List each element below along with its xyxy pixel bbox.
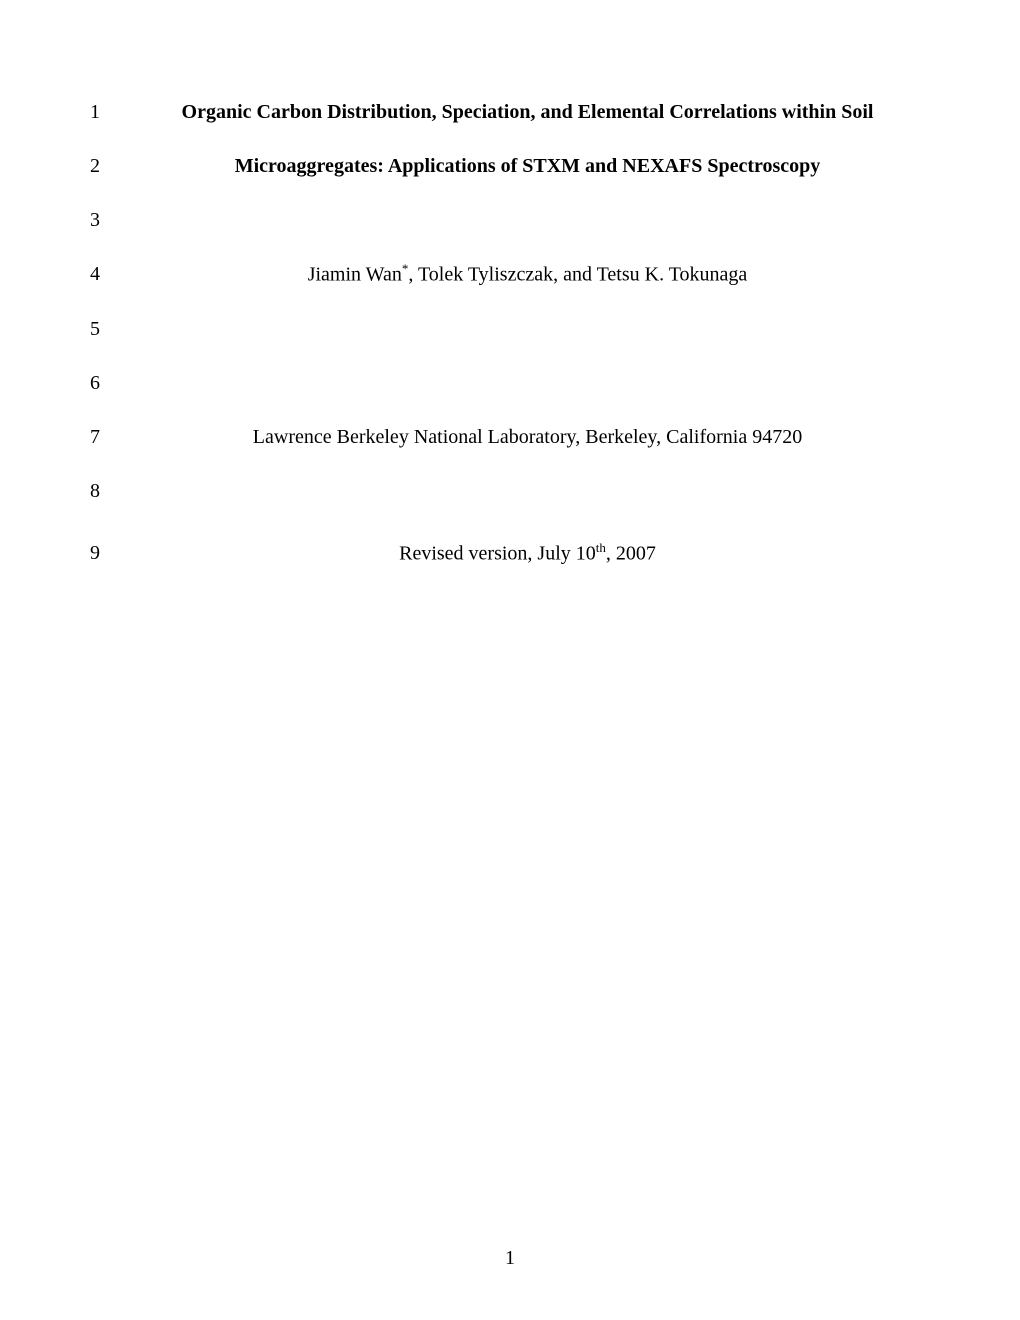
page-number: 1: [0, 1247, 1020, 1270]
line-3: 3: [90, 206, 910, 234]
revision-line: Revised version, July 10th, 2007: [145, 539, 910, 568]
title-line-1: Organic Carbon Distribution, Speciation,…: [145, 98, 910, 126]
authors-line: Jiamin Wan*, Tolek Tyliszczak, and Tetsu…: [145, 260, 910, 289]
line-8: 8: [90, 477, 910, 505]
line-number-7: 7: [90, 423, 145, 451]
author-name-1: Jiamin Wan: [308, 264, 402, 286]
line-4: 4 Jiamin Wan*, Tolek Tyliszczak, and Tet…: [90, 260, 910, 289]
revision-suffix: , 2007: [606, 542, 656, 564]
line-6: 6: [90, 369, 910, 397]
line-5: 5: [90, 315, 910, 343]
revision-prefix: Revised version, July 10: [399, 542, 596, 564]
line-number-1: 1: [90, 98, 145, 126]
title-line-2: Microaggregates: Applications of STXM an…: [145, 152, 910, 180]
line-number-3: 3: [90, 206, 145, 234]
line-1: 1 Organic Carbon Distribution, Speciatio…: [90, 98, 910, 126]
line-9: 9 Revised version, July 10th, 2007: [90, 539, 910, 568]
page-container: 1 Organic Carbon Distribution, Speciatio…: [0, 0, 1020, 633]
line-number-6: 6: [90, 369, 145, 397]
affiliation-line: Lawrence Berkeley National Laboratory, B…: [145, 423, 910, 451]
line-number-5: 5: [90, 315, 145, 343]
line-number-4: 4: [90, 260, 145, 288]
line-number-2: 2: [90, 152, 145, 180]
author-rest: , Tolek Tyliszczak, and Tetsu K. Tokunag…: [408, 264, 747, 286]
line-number-9: 9: [90, 539, 145, 567]
line-number-8: 8: [90, 477, 145, 505]
line-7: 7 Lawrence Berkeley National Laboratory,…: [90, 423, 910, 451]
line-2: 2 Microaggregates: Applications of STXM …: [90, 152, 910, 180]
revision-super: th: [596, 540, 606, 555]
